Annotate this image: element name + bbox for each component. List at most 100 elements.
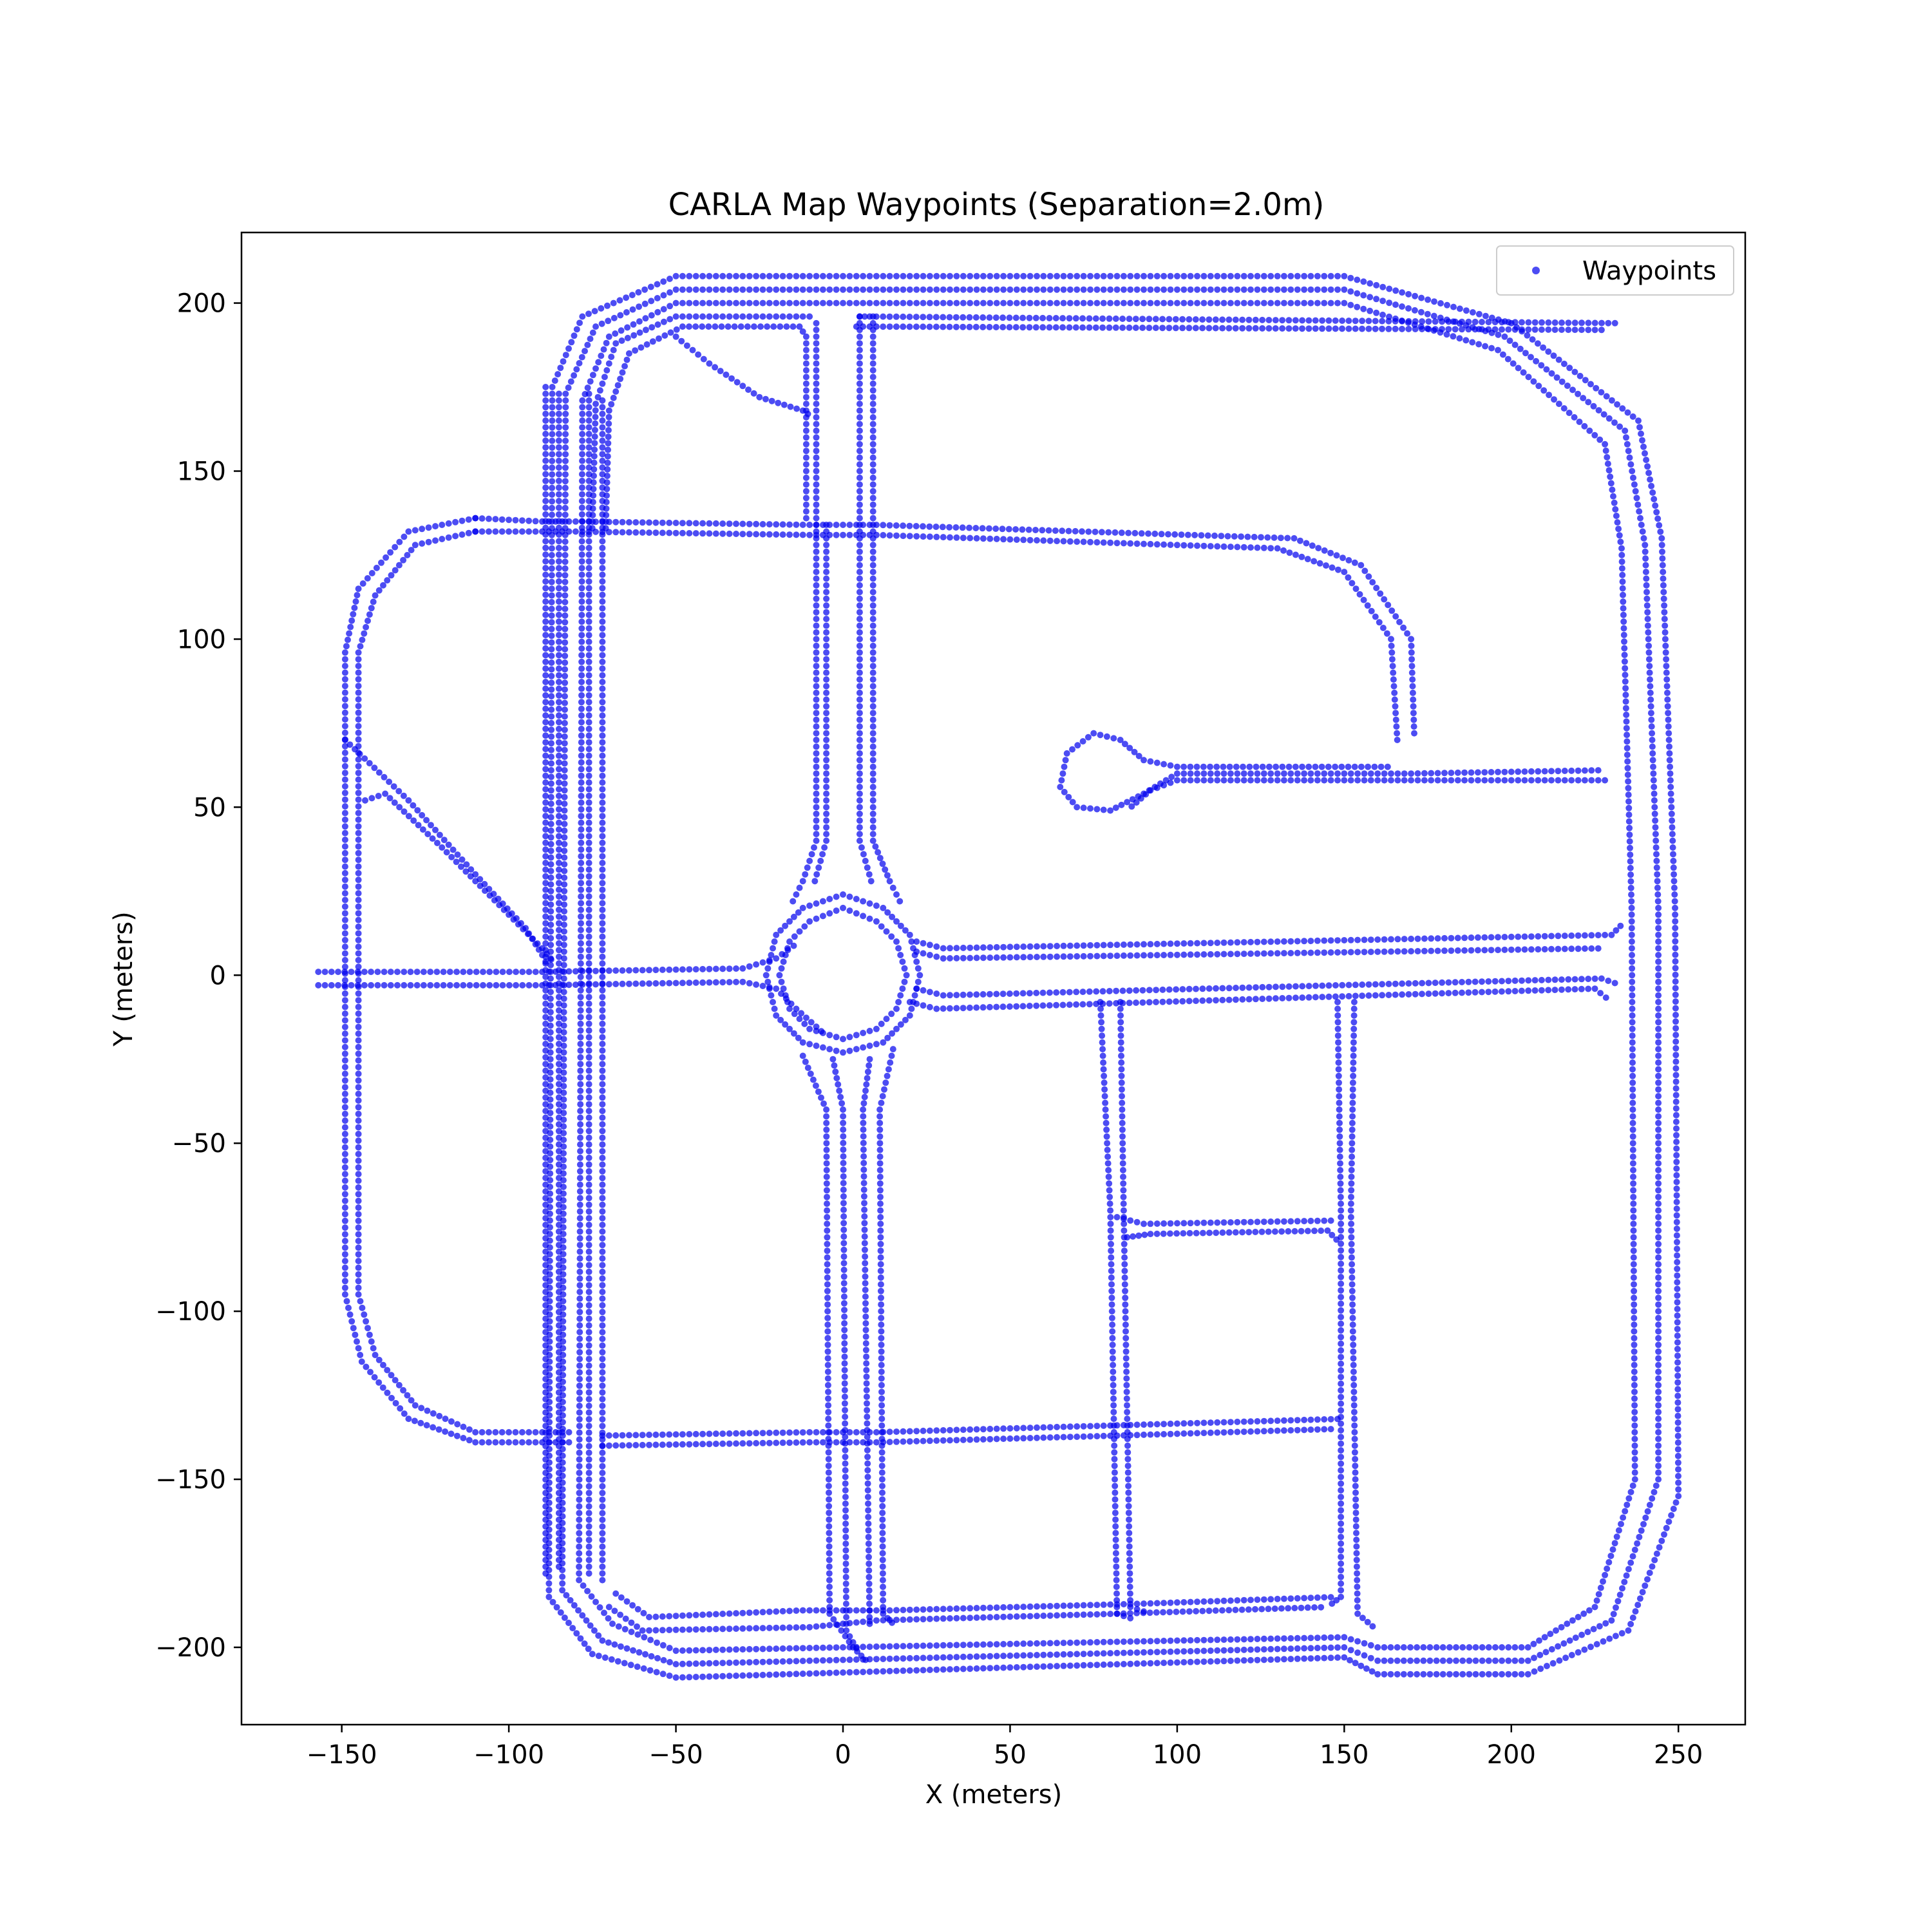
waypoint <box>866 1580 873 1587</box>
waypoint <box>897 992 904 999</box>
waypoint <box>1383 630 1390 637</box>
waypoint <box>824 1234 831 1241</box>
waypoint <box>547 901 554 908</box>
waypoint <box>400 556 407 564</box>
waypoint <box>578 772 585 779</box>
waypoint <box>577 974 584 980</box>
waypoint <box>547 1042 554 1049</box>
waypoint <box>599 397 606 404</box>
waypoint <box>1627 884 1634 891</box>
waypoint <box>561 773 568 781</box>
waypoint <box>1254 1656 1261 1663</box>
waypoint <box>840 1669 846 1676</box>
waypoint <box>860 1153 867 1160</box>
waypoint <box>1672 965 1679 972</box>
waypoint <box>1525 319 1532 326</box>
waypoint <box>866 1600 873 1607</box>
waypoint <box>1334 1644 1341 1651</box>
waypoint <box>1239 316 1246 323</box>
waypoint <box>1628 938 1635 945</box>
waypoint <box>572 528 579 535</box>
waypoint <box>1164 531 1171 538</box>
waypoint <box>1463 307 1470 314</box>
waypoint <box>692 530 699 537</box>
waypoint <box>819 1670 826 1677</box>
waypoint <box>599 544 606 551</box>
waypoint <box>587 378 594 385</box>
waypoint <box>1092 315 1099 322</box>
waypoint <box>562 632 569 639</box>
waypoint <box>1046 286 1054 293</box>
waypoint <box>585 1101 592 1108</box>
waypoint <box>1180 1637 1188 1644</box>
waypoint <box>585 1168 592 1175</box>
waypoint <box>1333 552 1340 559</box>
waypoint <box>555 725 562 732</box>
waypoint <box>578 645 585 652</box>
waypoint <box>584 341 591 348</box>
waypoint <box>1655 1287 1662 1294</box>
waypoint <box>864 1487 871 1494</box>
waypoint <box>532 528 539 535</box>
waypoint <box>900 286 907 293</box>
waypoint <box>699 286 706 293</box>
waypoint <box>759 299 766 307</box>
waypoint <box>415 822 422 829</box>
waypoint <box>599 1222 606 1228</box>
waypoint <box>585 920 592 927</box>
waypoint <box>599 431 606 437</box>
waypoint <box>585 618 592 625</box>
waypoint <box>1658 1537 1665 1544</box>
waypoint <box>562 666 569 673</box>
waypoint <box>585 625 592 632</box>
waypoint <box>1669 844 1676 851</box>
waypoint <box>555 860 562 866</box>
waypoint <box>575 1607 582 1614</box>
waypoint <box>1039 527 1046 534</box>
waypoint <box>733 1646 739 1653</box>
waypoint <box>862 857 869 864</box>
waypoint <box>799 1645 806 1652</box>
waypoint <box>1630 1187 1637 1194</box>
waypoint <box>1173 542 1180 549</box>
waypoint <box>1139 325 1146 331</box>
waypoint <box>869 831 876 838</box>
waypoint <box>341 1211 348 1218</box>
waypoint <box>1420 1671 1427 1678</box>
waypoint <box>802 1058 809 1065</box>
waypoint <box>712 1646 719 1653</box>
waypoint <box>1618 551 1625 558</box>
waypoint <box>869 454 876 461</box>
waypoint <box>555 625 562 632</box>
waypoint <box>869 716 876 723</box>
waypoint <box>555 1014 562 1021</box>
waypoint <box>555 1510 562 1517</box>
waypoint <box>865 1520 872 1527</box>
waypoint <box>1334 1634 1341 1641</box>
waypoint <box>766 1645 773 1653</box>
waypoint <box>686 980 693 987</box>
waypoint <box>619 529 626 536</box>
waypoint <box>986 323 993 330</box>
waypoint <box>782 992 789 999</box>
waypoint <box>599 665 606 672</box>
waypoint <box>605 529 612 536</box>
waypoint <box>542 1302 549 1309</box>
waypoint <box>1655 1429 1662 1435</box>
waypoint <box>375 1356 383 1363</box>
waypoint <box>585 873 592 880</box>
waypoint <box>412 527 419 534</box>
waypoint <box>784 945 791 952</box>
waypoint <box>712 272 719 279</box>
waypoint <box>869 609 876 616</box>
waypoint <box>599 1302 606 1309</box>
waypoint <box>879 1496 886 1503</box>
waypoint <box>712 313 719 320</box>
waypoint <box>1087 1650 1094 1657</box>
waypoint <box>856 401 863 408</box>
waypoint <box>585 1570 592 1577</box>
waypoint <box>766 958 773 965</box>
waypoint <box>1405 317 1412 325</box>
waypoint <box>1508 933 1515 940</box>
waypoint <box>856 582 863 589</box>
